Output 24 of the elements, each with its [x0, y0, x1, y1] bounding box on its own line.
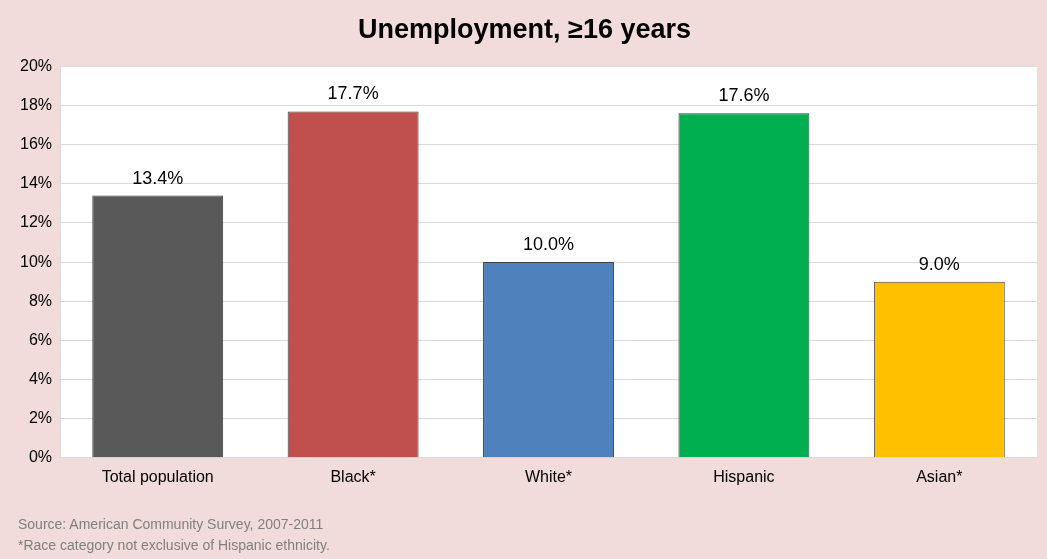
source-note: Source: American Community Survey, 2007-2011	[18, 516, 324, 532]
y-tick-label: 10%	[19, 252, 53, 270]
y-tick-label: 0%	[28, 448, 53, 466]
y-tick-label: 4%	[28, 369, 53, 387]
x-tick-label: Black*	[330, 467, 376, 485]
x-tick-label: Total population	[101, 467, 214, 485]
x-tick-label: White*	[524, 467, 573, 485]
text: *Race category not exclusive of Hispanic ethnicity.	[18, 537, 330, 553]
y-tick-label: 2%	[28, 409, 53, 427]
y-tick-label: 12%	[19, 213, 53, 231]
data-label: 9.0%	[918, 253, 960, 274]
y-tick-label: 14%	[19, 174, 53, 192]
y-tick-label: 16%	[19, 135, 53, 153]
chart-title: Unemployment, ≥16 years	[358, 13, 691, 44]
data-label: 13.4%	[132, 167, 184, 188]
data-label: 17.7%	[327, 83, 379, 104]
x-tick-label: Asian*	[916, 467, 963, 485]
data-label: 17.6%	[718, 85, 770, 106]
x-tick-label: Hispanic	[713, 467, 775, 485]
y-tick-label: 8%	[28, 291, 53, 309]
y-tick-label: 18%	[19, 95, 53, 113]
data-label: 10.0%	[522, 234, 575, 255]
y-tick-label: 20%	[19, 56, 53, 74]
y-tick-label: 6%	[28, 330, 53, 348]
